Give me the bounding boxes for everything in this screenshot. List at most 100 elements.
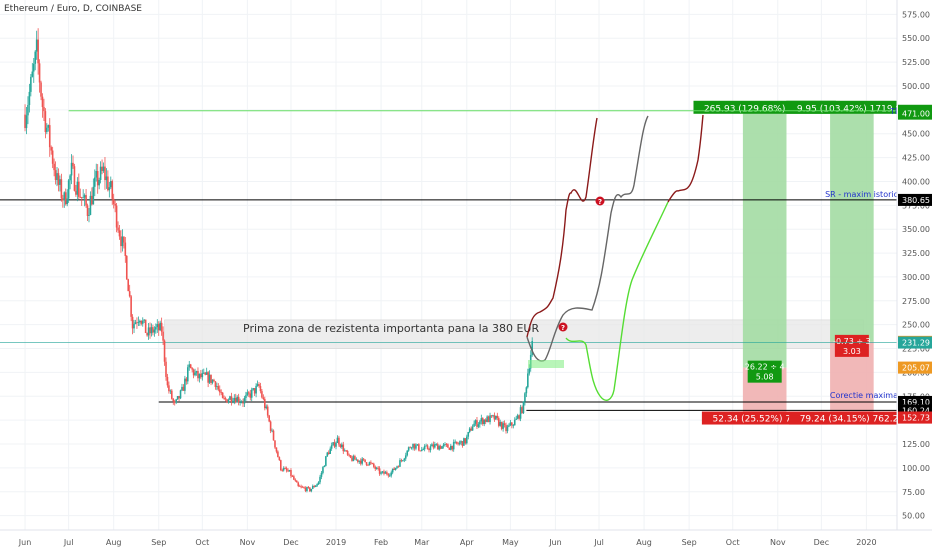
price-tag: 231.29 [902, 339, 930, 348]
candle-body [404, 455, 407, 459]
candle-body [399, 460, 401, 467]
candle-body [325, 456, 327, 466]
position-target-zone [742, 110, 787, 368]
candle-body [303, 487, 305, 489]
candle-body [38, 63, 41, 83]
price-tag: 152.73 [902, 414, 930, 423]
candle-body [458, 442, 461, 444]
candle-body [59, 179, 61, 185]
ratio-label-line2: 3.03 [843, 347, 861, 356]
candle-body [281, 470, 284, 471]
candle-body [393, 468, 395, 470]
candle-body [452, 442, 455, 450]
candle-body [120, 236, 122, 247]
candle-body [118, 230, 121, 237]
candle-body [381, 471, 384, 473]
candle-body [330, 445, 333, 449]
candle-body [242, 402, 244, 404]
y-tick-label: 275.00 [902, 297, 930, 306]
candle-body [266, 406, 269, 416]
candle-body [227, 399, 230, 403]
price-tag-box [898, 193, 932, 206]
candle-body [450, 445, 452, 450]
candle-body [197, 371, 199, 379]
candle-body [171, 390, 173, 399]
candle-body [202, 372, 205, 374]
x-tick-label: Jul [593, 538, 604, 547]
candle-body [461, 441, 464, 446]
sr-label: SR - maxim istoric [825, 190, 898, 199]
x-tick-label: Dec [283, 538, 298, 547]
candle-body [524, 393, 526, 402]
candle-body [377, 467, 379, 469]
candle-body [500, 421, 503, 429]
candle-body [278, 457, 281, 461]
candle-body [200, 373, 202, 378]
candle-body [518, 415, 520, 419]
candle-body [419, 450, 422, 452]
y-tick-label: 75.00 [902, 488, 925, 497]
candle-body [288, 470, 291, 472]
candle-body [194, 372, 196, 376]
candle-body [44, 111, 47, 133]
candle-body [184, 378, 186, 391]
candle-body [213, 379, 215, 382]
candle-body [390, 472, 393, 476]
candle-body [336, 437, 339, 443]
candle-body [130, 296, 132, 317]
candle-body [531, 341, 533, 355]
candle-body [162, 331, 164, 341]
candle-body [508, 425, 510, 427]
candle-body [467, 432, 470, 437]
candle-body [43, 107, 45, 112]
candle-body [63, 192, 66, 201]
candle-body [214, 381, 217, 387]
x-tick-label: Jul [63, 538, 74, 547]
candle-body [60, 179, 63, 199]
candle-body [436, 444, 439, 450]
candle-body [429, 446, 432, 451]
candle-body [386, 472, 388, 475]
candle-body [152, 327, 154, 333]
candle-body [439, 446, 442, 449]
candle-body [295, 480, 298, 483]
candle-body [511, 422, 513, 426]
candle-body [503, 423, 506, 425]
price-tag: 160.24 [902, 406, 930, 415]
candle-body [513, 419, 516, 426]
candle-body [293, 476, 295, 480]
candle-body [182, 386, 185, 391]
candle-body [141, 320, 144, 324]
candle-body [30, 76, 32, 92]
candle-body [124, 242, 127, 256]
candle-body [146, 333, 148, 336]
candle-body [153, 329, 156, 333]
candle-body [473, 423, 475, 427]
candle-body [415, 445, 417, 449]
candle-body [479, 421, 481, 425]
candle-body [409, 447, 411, 449]
candle-body [416, 444, 419, 446]
x-tick-label: Dec [814, 538, 829, 547]
candle-body [332, 442, 334, 446]
candle-body [37, 39, 39, 64]
candle-body [525, 387, 528, 394]
candle-body [509, 422, 512, 426]
candle-body [160, 322, 163, 332]
candle-body [107, 176, 109, 191]
candle-body [205, 372, 208, 375]
candle-body [516, 415, 519, 419]
candle-body [403, 458, 406, 461]
candle-body [166, 376, 169, 386]
candle-body [464, 438, 467, 444]
price-tag-box [898, 336, 932, 349]
candle-body [431, 444, 433, 447]
candle-body [88, 214, 90, 216]
candle-body [64, 192, 67, 205]
candle-body [53, 163, 55, 171]
candle-body [486, 416, 488, 422]
candle-body [178, 396, 180, 399]
candle-body [40, 82, 42, 97]
candle-body [402, 460, 404, 462]
